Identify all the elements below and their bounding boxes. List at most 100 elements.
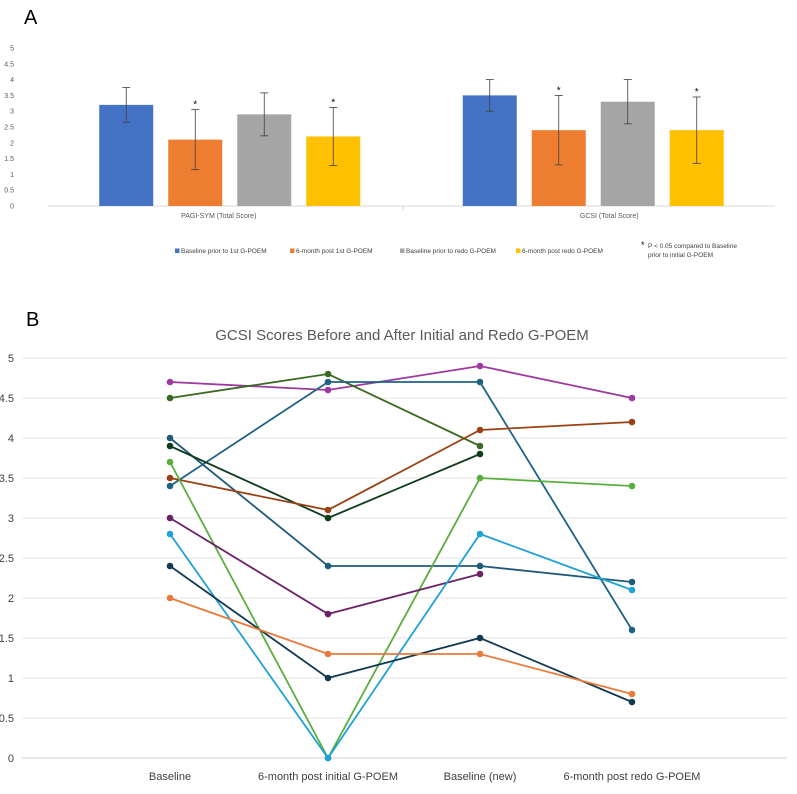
legend-swatch [175,248,180,253]
data-point [476,442,484,450]
y-tick-label: 2.5 [4,125,14,132]
data-point [476,530,484,538]
panel-b-title: GCSI Scores Before and After Initial and… [215,327,589,344]
data-point [166,594,174,602]
data-point [628,626,636,634]
data-point [476,378,484,386]
series-line [169,565,633,703]
y-tick-label: 1 [10,172,14,179]
data-point [628,690,636,698]
legend-label: 6-month post 1st G-POEM [296,248,373,255]
y-tick-label: 2 [8,593,14,605]
y-tick-label: 4.5 [4,61,14,68]
data-point [166,562,174,570]
y-tick-label: 3.5 [4,93,14,100]
data-point [628,394,636,402]
legend-swatch [400,248,405,253]
panel-b-series [166,362,636,762]
y-tick-label: 3.5 [0,473,14,485]
data-point [324,514,332,522]
data-point [476,634,484,642]
legend-swatch [290,248,295,253]
y-tick-label: 3 [10,109,14,116]
data-point [166,530,174,538]
panel-a-label: A [24,7,38,29]
x-category-label: 6-month post initial G-POEM [258,771,398,783]
panel-b-line-chart: B GCSI Scores Before and After Initial a… [0,309,787,783]
series-line [169,445,481,519]
significance-asterisk: * [695,87,699,98]
y-tick-label: 2.5 [0,553,14,565]
series-line [169,461,633,760]
y-tick-label: 0 [8,753,14,765]
data-point [166,434,174,442]
y-tick-label: 0.5 [4,188,14,195]
data-point [628,578,636,586]
y-tick-label: 1 [8,673,14,685]
y-tick-label: 4.5 [0,393,14,405]
legend-label: 6-month post redo G-POEM [522,248,603,255]
panel-b-gridlines: 0 0.5 1 1.5 2 2.5 3 3.5 4 4.5 5 Baseline 6-month pos… [0,353,787,783]
data-point [476,570,484,578]
significance-asterisk: * [193,100,197,111]
y-tick-label: 0.5 [0,713,14,725]
y-tick-label: 0 [10,204,14,211]
footnote-asterisk: * [641,240,645,250]
legend-label: Baseline prior to redo G-POEM [406,248,496,255]
data-point [166,394,174,402]
data-point [476,362,484,370]
data-point [628,698,636,706]
x-category-label: Baseline [149,771,191,783]
data-point [324,562,332,570]
panel-b-label: B [26,309,39,331]
data-point [324,506,332,514]
series-line [169,532,633,760]
data-point [476,450,484,458]
bar [462,95,517,206]
y-tick-label: 5 [10,46,14,53]
y-tick-label: 4 [10,77,14,84]
data-point [628,586,636,594]
data-point [628,418,636,426]
data-point [324,674,332,682]
x-category-label: Baseline (new) [444,771,517,783]
y-tick-label: 3 [8,513,14,525]
data-point [476,650,484,658]
legend-swatch [516,248,521,253]
x-category-label: 6-month post redo G-POEM [564,771,701,783]
y-tick-label: 1.5 [0,633,14,645]
data-point [324,754,332,762]
data-point [324,650,332,658]
data-point [324,386,332,394]
data-point [166,378,174,386]
data-point [166,442,174,450]
significance-asterisk: * [557,85,561,96]
data-point [476,474,484,482]
series-line [169,597,633,695]
x-category-label: PAGI-SYM (Total Score) [181,213,256,220]
data-point [476,562,484,570]
data-point [628,482,636,490]
data-point [166,474,174,482]
y-tick-label: 4 [8,433,14,445]
data-point [476,426,484,434]
data-point [324,610,332,618]
data-point [166,482,174,490]
panel-a-legend: Baseline prior to 1st G-POEM 6-month post… [175,240,737,259]
series-line [169,381,633,631]
significance-asterisk: * [331,97,335,108]
panel-a-bars: * * PAGI-SYM (Total Score) * * GCSI (Total Sc… [99,79,724,220]
data-point [166,458,174,466]
footnote-text: P < 0.05 compared to Baseline [648,243,737,250]
series-line [169,437,633,583]
legend-label: Baseline prior to 1st G-POEM [181,248,267,255]
panel-a-bar-chart: A 0 0.5 1 1.5 2 2.5 3 3.5 4 4.5 5 * * PAGI-SYM (Tota… [4,7,775,259]
y-tick-label: 1.5 [4,156,14,163]
series-line [169,421,633,511]
y-tick-label: 5 [8,353,14,365]
y-tick-label: 2 [10,140,14,147]
footnote-text: prior to initial G-POEM [648,252,713,259]
x-category-label: GCSI (Total Score) [580,213,639,220]
data-point [324,378,332,386]
data-point [324,370,332,378]
